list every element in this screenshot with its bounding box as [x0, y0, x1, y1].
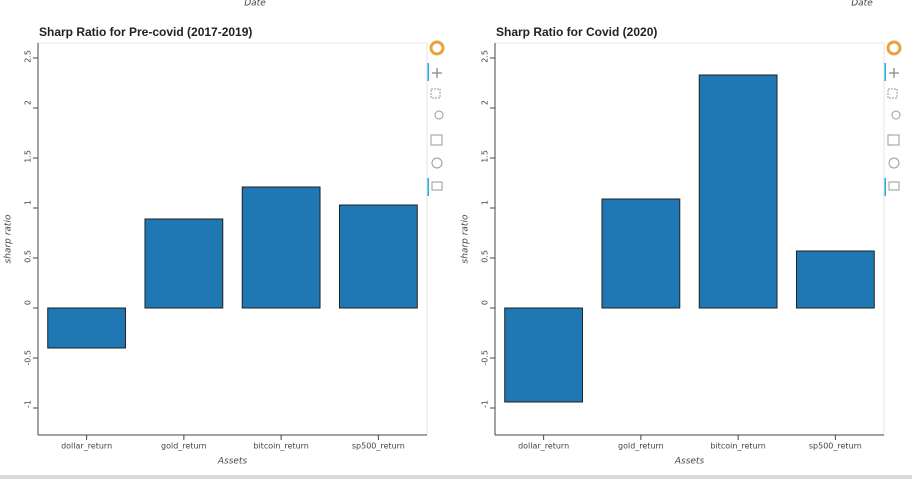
y-tick-label: 2.5 — [24, 50, 33, 63]
pan-tool[interactable] — [432, 68, 442, 78]
bar — [698, 74, 778, 309]
bottom-bar — [0, 475, 912, 479]
y-tick-label: 0.5 — [24, 250, 33, 263]
y-tick-label: 2.5 — [481, 50, 490, 63]
box-zoom-tool[interactable] — [430, 88, 441, 99]
bar — [795, 250, 875, 309]
chart-title: Sharp Ratio for Pre-covid (2017-2019) — [39, 25, 252, 39]
toolbar[interactable] — [427, 40, 902, 196]
x-tick-label: sp500_return — [352, 442, 405, 451]
y-tick-label: 2 — [481, 100, 490, 105]
y-tick-label: 0 — [481, 300, 490, 305]
wheel-zoom-tool[interactable] — [434, 110, 444, 120]
bar — [504, 307, 584, 403]
y-tick-label: -1 — [481, 400, 490, 408]
y-tick-label: -1 — [24, 400, 33, 408]
x-tick-label: gold_return — [161, 442, 207, 451]
reset-tool[interactable] — [888, 157, 900, 169]
x-tick-label: dollar_return — [61, 442, 112, 451]
y-tick-label: 2 — [24, 100, 33, 105]
y-tick-label: -0.5 — [481, 350, 490, 366]
x-tick-label: bitcoin_return — [710, 442, 765, 451]
bokeh-logo[interactable] — [886, 40, 902, 56]
hover-tool[interactable] — [888, 181, 900, 191]
save-tool[interactable] — [430, 134, 443, 146]
save-tool[interactable] — [887, 134, 900, 146]
chart-title: Sharp Ratio for Covid (2020) — [496, 25, 657, 39]
y-axis-label: sharp ratio — [4, 214, 14, 263]
y-axis-label: sharp ratio — [461, 214, 471, 263]
bokeh-logo[interactable] — [429, 40, 445, 56]
pan-tool[interactable] — [889, 68, 899, 78]
hover-tool[interactable] — [431, 181, 443, 191]
x-axis-label: Assets — [217, 457, 248, 467]
y-tick-label: 1 — [481, 200, 490, 205]
x-tick-label: dollar_return — [518, 442, 569, 451]
bar — [47, 307, 127, 349]
y-tick-label: 1 — [24, 200, 33, 205]
partial-axis-label: Date — [244, 0, 266, 9]
box-zoom-tool[interactable] — [887, 88, 898, 99]
y-tick-label: 0 — [24, 300, 33, 305]
wheel-zoom-tool[interactable] — [891, 110, 901, 120]
x-tick-label: sp500_return — [809, 442, 862, 451]
y-tick-label: -0.5 — [24, 350, 33, 366]
y-tick-label: 1.5 — [481, 150, 490, 163]
x-tick-label: bitcoin_return — [253, 442, 308, 451]
reset-tool[interactable] — [431, 157, 443, 169]
x-axis-label: Assets — [674, 457, 705, 467]
partial-axis-label: Date — [851, 0, 873, 9]
bar — [144, 218, 224, 309]
y-tick-label: 1.5 — [24, 150, 33, 163]
x-tick-label: gold_return — [618, 442, 664, 451]
y-tick-label: 0.5 — [481, 250, 490, 263]
bar — [241, 186, 321, 309]
bar — [601, 198, 681, 309]
bar — [338, 204, 418, 309]
